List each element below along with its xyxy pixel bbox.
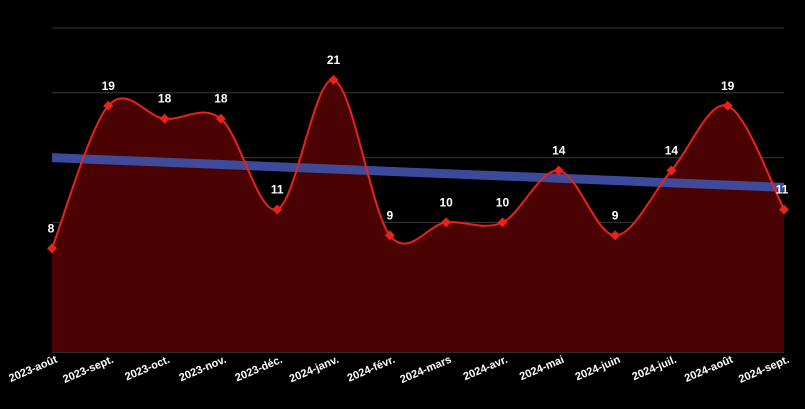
x-tick-label: 2024-juil. bbox=[631, 354, 679, 383]
data-point bbox=[779, 204, 789, 215]
x-tick-label: 2024-août bbox=[683, 354, 735, 385]
data-label: 11 bbox=[776, 182, 789, 196]
data-point bbox=[610, 230, 621, 241]
tick-layer: 2023-août 2023-sept. 2023-oct. 2023-nov. 202… bbox=[7, 354, 791, 386]
x-tick-label: 2024-avr. bbox=[462, 354, 510, 383]
x-tick-label: 2024-mai bbox=[518, 354, 566, 383]
data-label: 14 bbox=[665, 144, 679, 158]
data-point bbox=[384, 230, 395, 241]
data-label: 19 bbox=[721, 79, 735, 93]
area-layer bbox=[52, 79, 784, 352]
data-label: 18 bbox=[158, 92, 172, 106]
data-point bbox=[47, 243, 57, 254]
data-point bbox=[666, 165, 677, 176]
data-point bbox=[272, 204, 283, 215]
label-layer: 8 19 18 18 11 21 9 10 10 14 9 14 19 11 bbox=[48, 53, 789, 235]
data-point bbox=[328, 74, 339, 85]
data-point bbox=[215, 113, 226, 124]
data-label: 10 bbox=[496, 195, 510, 209]
series-area bbox=[52, 79, 784, 352]
x-tick-label: 2024-sept. bbox=[737, 354, 791, 386]
x-tick-label: 2023-déc. bbox=[234, 354, 285, 385]
x-tick-label: 2023-sept. bbox=[61, 354, 115, 386]
x-tick-label: 2024-juin bbox=[574, 354, 623, 384]
data-label: 19 bbox=[102, 79, 116, 93]
data-label: 14 bbox=[552, 144, 566, 158]
x-tick-label: 2023-oct. bbox=[123, 354, 172, 384]
data-point bbox=[722, 100, 733, 111]
data-point bbox=[553, 165, 564, 176]
data-point bbox=[159, 113, 170, 124]
data-label: 18 bbox=[214, 92, 228, 106]
x-tick-label: 2024-févr. bbox=[346, 354, 397, 385]
data-label: 21 bbox=[327, 53, 341, 67]
x-tick-label: 2024-janv. bbox=[288, 354, 341, 386]
data-label: 9 bbox=[612, 208, 619, 222]
data-point bbox=[103, 100, 114, 111]
x-tick-label: 2024-mars bbox=[399, 354, 454, 386]
x-tick-label: 2023-août bbox=[7, 354, 59, 385]
x-tick-label: 2023-nov. bbox=[177, 354, 228, 385]
data-label: 11 bbox=[271, 182, 284, 196]
data-point bbox=[497, 217, 508, 228]
data-point bbox=[441, 217, 452, 228]
data-label: 8 bbox=[48, 221, 55, 235]
marker-layer bbox=[47, 74, 789, 254]
data-label: 9 bbox=[387, 208, 394, 222]
data-label: 10 bbox=[439, 195, 453, 209]
